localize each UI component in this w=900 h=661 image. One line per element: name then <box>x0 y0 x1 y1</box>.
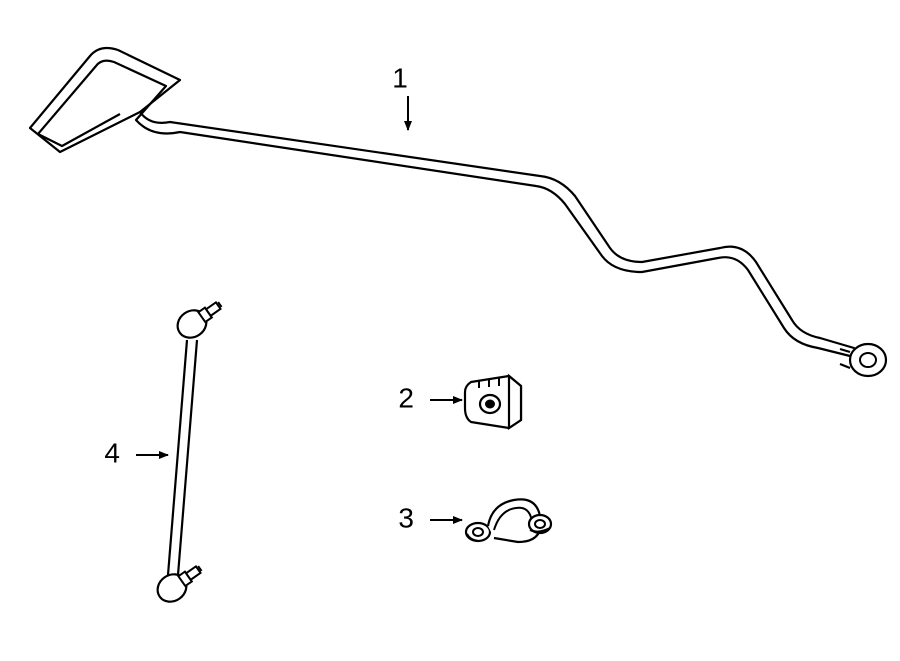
callout-1: 1 <box>392 62 408 130</box>
callout-2: 2 <box>398 382 462 413</box>
callout-4: 4 <box>104 437 168 468</box>
callout-1-label: 1 <box>392 62 408 93</box>
callout-3-label: 3 <box>398 502 414 533</box>
callout-2-label: 2 <box>398 382 414 413</box>
link-top-joint <box>172 294 227 343</box>
bushing-bracket <box>466 499 551 542</box>
stabilizer-bar <box>30 48 886 376</box>
callout-4-label: 4 <box>104 437 120 468</box>
bushing <box>465 376 521 428</box>
parts-diagram: 1 2 3 4 <box>0 0 900 661</box>
stabilizer-bar-eye <box>840 344 886 376</box>
callout-3: 3 <box>398 502 462 533</box>
stabilizer-link <box>152 294 227 607</box>
